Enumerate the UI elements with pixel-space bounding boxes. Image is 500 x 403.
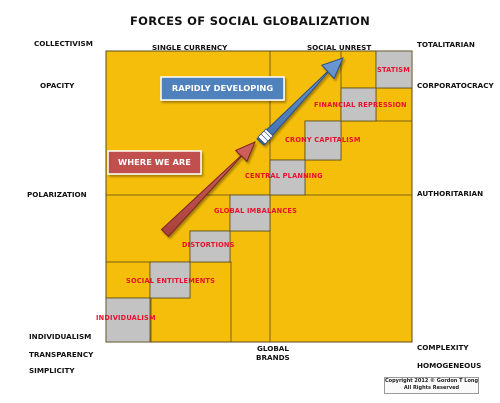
step-block-individualism [105, 297, 151, 343]
label-collectivism: COLLECTIVISM [34, 39, 93, 48]
label-single-currency: SINGLE CURRENCY [152, 43, 228, 52]
label-corporatocracy: CORPORATOCRACY [417, 81, 494, 90]
step-block-financial-repression [340, 87, 377, 122]
label-homogeneous: HOMOGENEOUS [417, 361, 482, 370]
stage-distortions: DISTORTIONS [182, 241, 235, 249]
stage-central-planning: CENTRAL PLANNING [245, 172, 323, 180]
stage-financial-repression: FINANCIAL REPRESSION [314, 101, 407, 109]
step-block-statism [375, 50, 413, 89]
label-authoritarian: AUTHORITARIAN [417, 189, 484, 198]
page-title: FORCES OF SOCIAL GLOBALIZATION [130, 14, 370, 28]
copyright-line2: All Rights Reserved [403, 385, 460, 391]
step-block-social-entitlements [149, 261, 191, 299]
copyright-notice: Copyright 2012 © Gordon T Long All Right… [384, 377, 479, 394]
step-block-crony-capitalism [304, 120, 342, 161]
where-we-are-arrow [160, 141, 256, 238]
copyright-line1: Copyright 2012 © Gordon T Long [385, 378, 479, 384]
stage-individualism: INDIVIDUALISM [96, 314, 156, 322]
label-totalitarian: TOTALITARIAN [417, 40, 475, 49]
label-opacity: OPACITY [40, 81, 75, 90]
step-block-central-planning [269, 159, 306, 196]
where-we-are-box [107, 150, 202, 175]
rapidly-developing-label: RAPIDLY DEVELOPING [171, 83, 274, 93]
rapidly-developing-box [160, 76, 285, 101]
stage-global-imbalances: GLOBAL IMBALANCES [214, 207, 298, 215]
label-transparency: TRANSPARENCY [29, 350, 94, 359]
where-we-are-label: WHERE WE ARE [118, 157, 191, 167]
label-global: GLOBAL [257, 344, 289, 353]
stage-statism: STATISM [377, 66, 410, 74]
stage-crony-capitalism: CRONY CAPITALISM [285, 136, 361, 144]
label-individualism: INDIVIDUALISM [29, 332, 92, 341]
rapidly-developing-arrow [256, 57, 344, 146]
stage-social-entitlements: SOCIAL ENTITLEMENTS [126, 277, 216, 285]
label-polarization: POLARIZATION [27, 190, 87, 199]
label-social-unrest: SOCIAL UNREST [307, 43, 372, 52]
step-block-global-imbalances [229, 194, 271, 232]
step-block-distortions [189, 230, 231, 263]
label-simplicity: SIMPLICITY [29, 366, 75, 375]
label-complexity: COMPLEXITY [417, 343, 469, 352]
label-brands: BRANDS [256, 353, 290, 362]
